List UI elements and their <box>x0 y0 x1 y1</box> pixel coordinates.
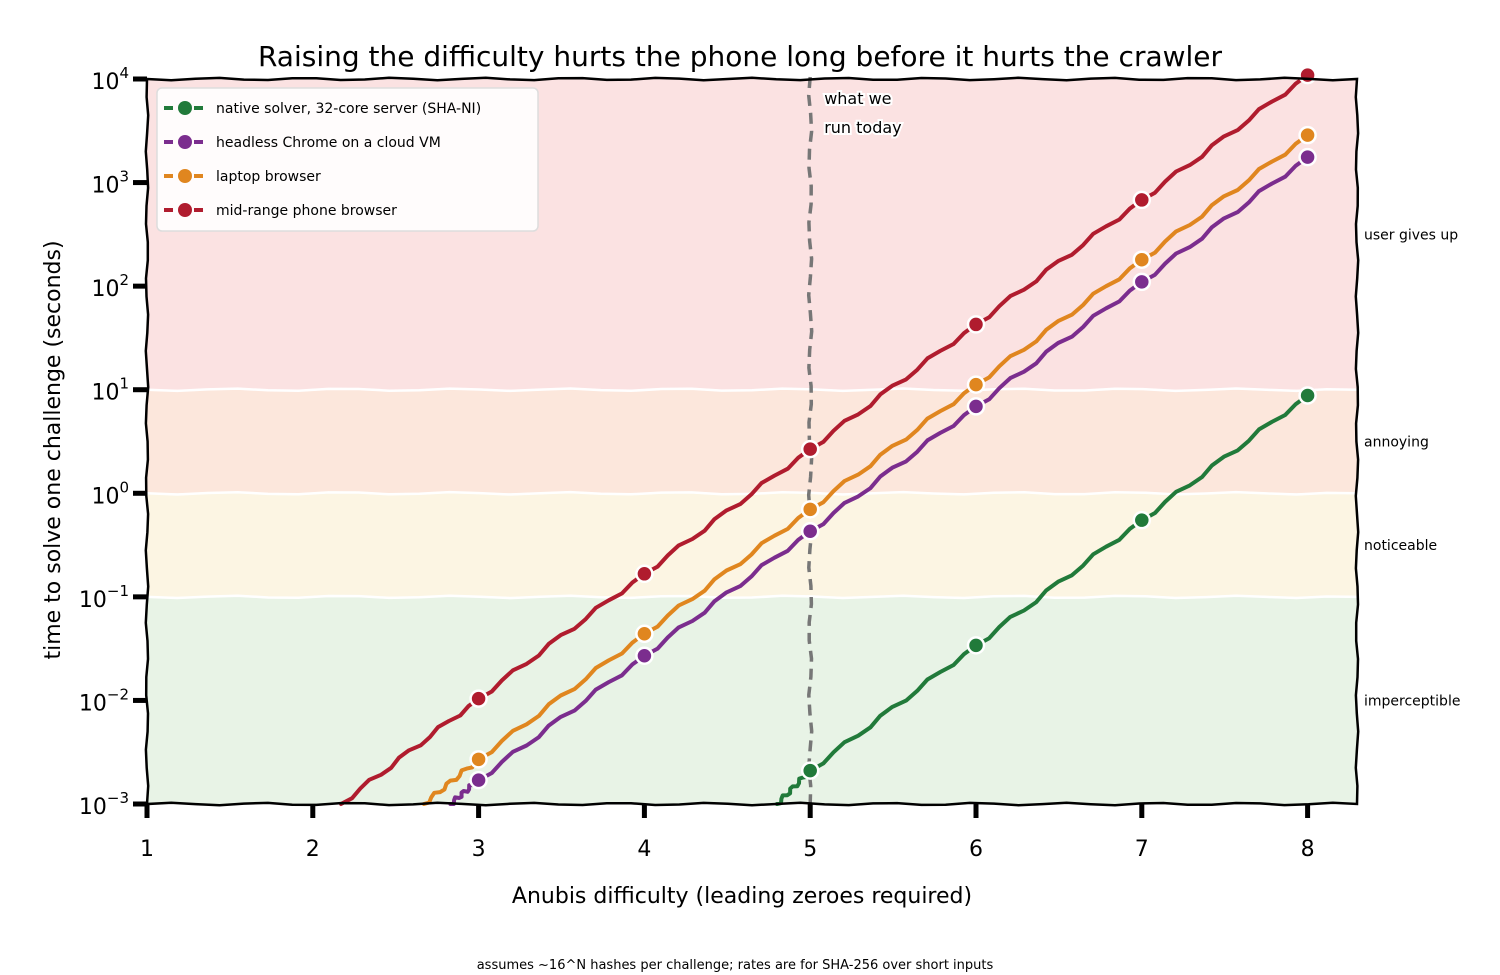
x-tick-label: 6 <box>969 837 983 862</box>
x-tick-label: 8 <box>1301 837 1315 862</box>
y-tick-label: 101 <box>91 375 129 406</box>
data-point <box>1298 65 1317 85</box>
plot-frame <box>144 76 1360 807</box>
data-point <box>800 521 820 541</box>
data-point <box>966 375 986 394</box>
legend: native solver, 32-core server (SHA-NI) he… <box>156 87 539 232</box>
band-label: noticeable <box>1364 538 1437 554</box>
legend-entry: laptop browser <box>216 169 321 185</box>
y-tick-label: 100 <box>91 478 129 509</box>
y-tick-label: 104 <box>91 64 129 95</box>
y-tick-label: 10−3 <box>79 789 129 820</box>
legend-swatch-marker <box>178 135 192 149</box>
data-point <box>800 761 820 780</box>
data-point <box>966 315 986 334</box>
data-point <box>1298 125 1317 145</box>
data-point <box>1132 250 1152 269</box>
y-tick-label: 10−1 <box>79 582 129 613</box>
x-tick-label: 2 <box>306 837 320 862</box>
data-point <box>635 624 654 644</box>
data-point <box>635 646 654 666</box>
legend-box <box>156 87 539 232</box>
data-point <box>635 564 654 584</box>
legend-entry: headless Chrome on a cloud VM <box>216 135 441 151</box>
legend-swatch-marker <box>178 101 192 115</box>
x-tick-label: 1 <box>140 837 154 862</box>
data-point <box>1298 147 1317 167</box>
band-imperceptible <box>147 596 1357 804</box>
data-point <box>469 750 488 769</box>
data-point <box>469 689 488 708</box>
data-point <box>1298 386 1317 405</box>
data-point <box>469 770 488 790</box>
data-point <box>1132 272 1152 292</box>
chart-title: Raising the difficulty hurts the phone l… <box>258 40 1223 73</box>
band-label: imperceptible <box>1364 693 1460 709</box>
band-label: user gives up <box>1364 227 1458 243</box>
data-point <box>1132 190 1152 210</box>
band-annoying <box>147 389 1357 494</box>
legend-swatch-marker <box>178 203 192 217</box>
data-point <box>800 439 820 459</box>
y-tick-label: 103 <box>91 168 129 199</box>
x-axis-label: Anubis difficulty (leading zeroes requir… <box>512 884 972 909</box>
plot-border <box>144 76 1360 807</box>
data-point <box>1132 510 1152 530</box>
data-point <box>966 397 986 416</box>
band-label: annoying <box>1364 435 1429 451</box>
band-noticeable <box>147 493 1357 597</box>
axis-ticks: 1 2 3 4 5 6 7 8 10−3 10−2 10−1 100 101 102 103 104 <box>79 64 1315 862</box>
legend-entry: native solver, 32-core server (SHA-NI) <box>216 101 481 117</box>
legend-entry: mid-range phone browser <box>216 203 397 219</box>
x-tick-label: 7 <box>1135 837 1149 862</box>
data-point <box>800 500 820 519</box>
y-tick-label: 10−2 <box>79 685 129 716</box>
x-tick-label: 5 <box>803 837 817 862</box>
data-point <box>966 636 986 655</box>
footnote: assumes ~16^N hashes per challenge; rate… <box>477 958 994 973</box>
series-points <box>469 65 1317 790</box>
band-labels: imperceptible noticeable annoying user give… <box>1364 227 1460 709</box>
y-axis-label: time to solve one challenge (seconds) <box>41 240 66 659</box>
current-difficulty-label: what we <box>824 89 891 108</box>
current-difficulty-label: run today <box>824 118 901 137</box>
band-boundary <box>146 594 1358 600</box>
legend-swatch-marker <box>178 169 192 183</box>
x-tick-label: 4 <box>637 837 651 862</box>
y-tick-label: 102 <box>91 271 129 302</box>
x-tick-label: 3 <box>472 837 486 862</box>
band-boundary <box>146 387 1358 393</box>
